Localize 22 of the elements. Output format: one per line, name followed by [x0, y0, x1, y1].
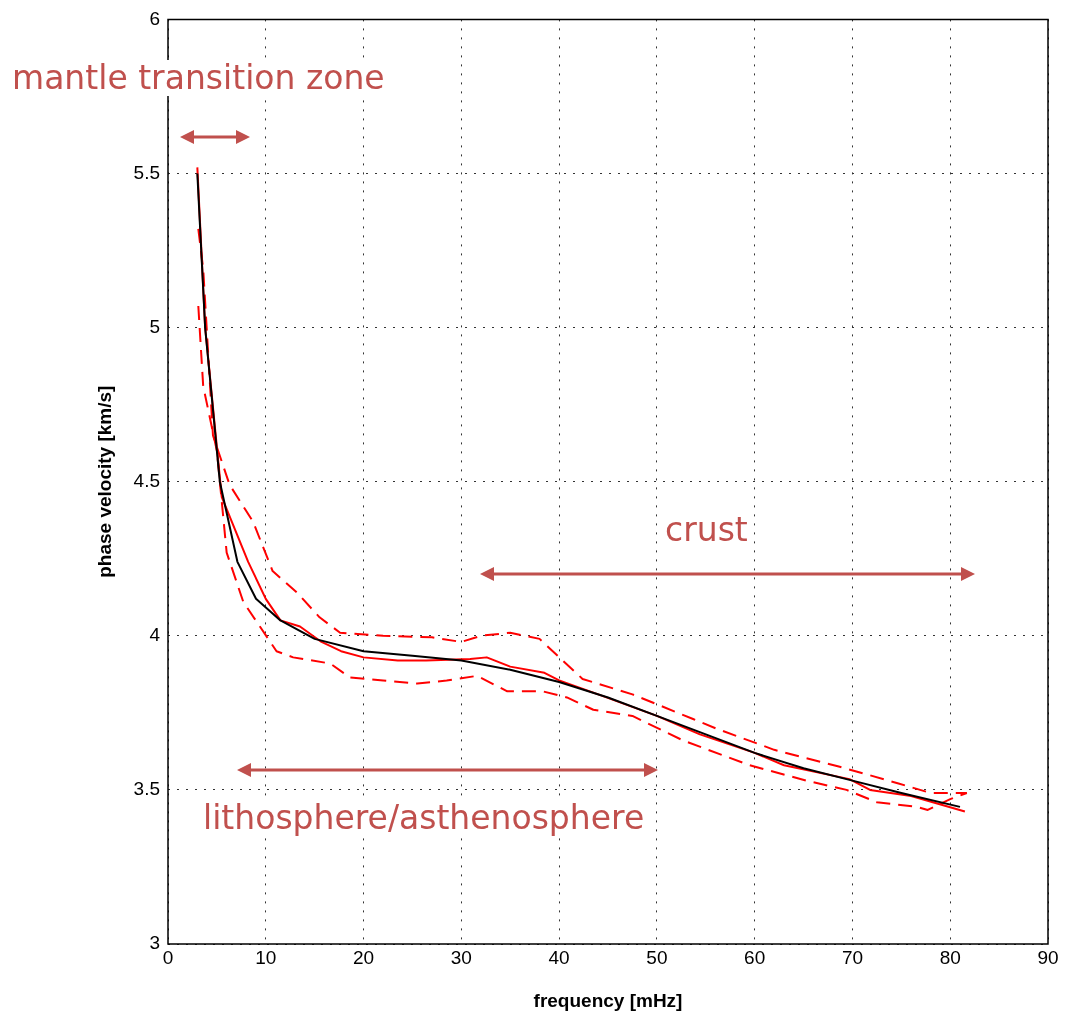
y-tick-label: 6 [149, 7, 160, 29]
x-tick-label: 90 [1037, 946, 1059, 968]
x-tick-label: 0 [162, 946, 174, 968]
x-tick-label: 80 [939, 946, 961, 968]
x-tick-label: 70 [841, 946, 864, 968]
y-tick-label: 4.5 [133, 469, 160, 491]
x-tick-label: 30 [450, 946, 472, 968]
x-tick-label: 50 [646, 946, 668, 968]
y-tick-label: 5 [149, 315, 160, 337]
annotation: lithosphere/asthenosphere [203, 798, 645, 837]
annotation: mantle transition zone [12, 58, 385, 97]
y-tick-label: 3 [149, 932, 160, 954]
x-axis-title: frequency [mHz] [533, 989, 683, 1011]
y-tick-label: 3.5 [133, 778, 160, 800]
x-tick-label: 20 [352, 946, 375, 968]
x-tick-label: 10 [255, 946, 277, 968]
x-tick-label: 40 [548, 946, 570, 968]
x-tick-label: 60 [744, 946, 766, 968]
annotation: crust [665, 510, 748, 549]
y-axis-title: phase velocity [km/s] [93, 385, 115, 578]
y-tick-label: 5.5 [133, 161, 160, 183]
y-tick-label: 4 [149, 624, 161, 646]
